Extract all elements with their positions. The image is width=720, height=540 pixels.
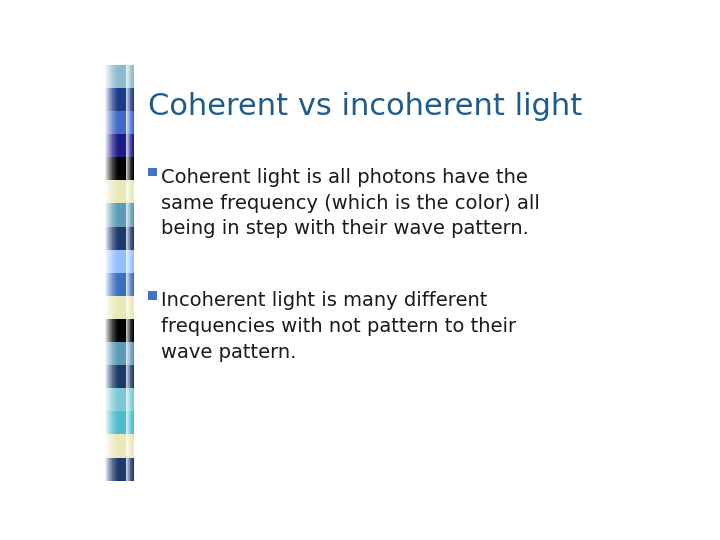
Bar — [104, 434, 134, 457]
Bar — [104, 388, 134, 411]
Bar — [116, 65, 117, 481]
Bar — [107, 65, 108, 481]
Bar — [117, 65, 118, 481]
Bar — [104, 88, 134, 111]
Bar — [127, 65, 128, 481]
Text: Incoherent light is many different
frequencies with not pattern to their
wave pa: Incoherent light is many different frequ… — [161, 291, 516, 362]
Bar — [104, 157, 134, 180]
Bar — [114, 65, 116, 481]
Bar — [104, 204, 134, 226]
Bar — [148, 291, 157, 300]
Bar — [132, 65, 133, 481]
Bar — [104, 365, 134, 388]
Bar — [130, 65, 131, 481]
Text: Coherent light is all photons have the
same frequency (which is the color) all
b: Coherent light is all photons have the s… — [161, 168, 540, 239]
Bar — [128, 65, 129, 481]
Bar — [104, 296, 134, 319]
Bar — [112, 65, 113, 481]
Bar — [104, 226, 134, 249]
Bar — [104, 411, 134, 434]
Bar — [111, 65, 112, 481]
Bar — [104, 457, 134, 481]
Bar — [104, 134, 134, 157]
Bar — [104, 65, 106, 481]
Bar — [104, 249, 134, 273]
Bar — [104, 111, 134, 134]
Bar — [131, 65, 132, 481]
Bar — [104, 65, 134, 88]
Bar — [104, 273, 134, 296]
Bar — [106, 65, 107, 481]
Bar — [110, 65, 111, 481]
Bar — [108, 65, 109, 481]
Bar — [104, 180, 134, 204]
Bar — [129, 65, 130, 481]
Bar — [133, 65, 134, 481]
Bar — [104, 342, 134, 365]
Bar — [109, 65, 110, 481]
Bar — [113, 65, 114, 481]
Text: Coherent vs incoherent light: Coherent vs incoherent light — [148, 92, 582, 121]
Bar — [118, 65, 119, 481]
Bar — [104, 319, 134, 342]
Bar — [148, 168, 157, 177]
